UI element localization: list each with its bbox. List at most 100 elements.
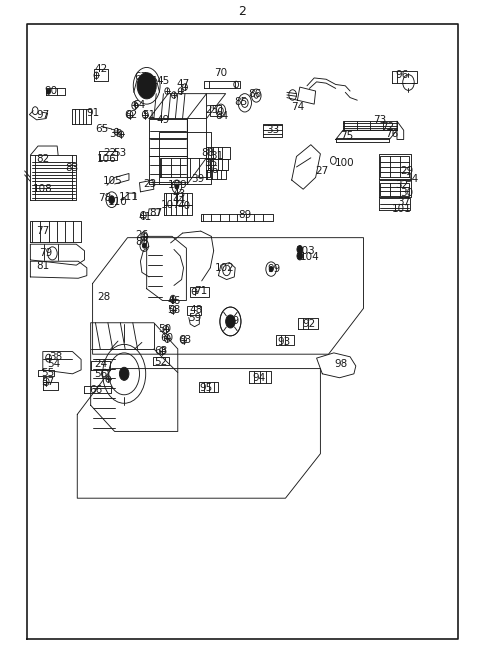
- Text: 77: 77: [36, 226, 49, 236]
- Text: 45: 45: [157, 75, 170, 85]
- Text: 106: 106: [97, 154, 117, 164]
- Text: 20: 20: [140, 83, 153, 92]
- Text: 46: 46: [168, 295, 180, 306]
- Text: 59: 59: [188, 312, 201, 323]
- Text: 84: 84: [215, 111, 228, 121]
- Text: 58: 58: [168, 304, 180, 315]
- Text: 71: 71: [194, 286, 207, 297]
- Text: 108: 108: [33, 184, 53, 194]
- Text: 24: 24: [95, 359, 108, 369]
- Text: 103: 103: [296, 246, 316, 256]
- Text: 48: 48: [189, 304, 203, 315]
- Text: 75: 75: [340, 131, 353, 141]
- Text: 26: 26: [135, 230, 148, 240]
- Text: 55: 55: [41, 367, 54, 377]
- Text: 65: 65: [96, 124, 109, 134]
- Text: 33: 33: [266, 125, 279, 135]
- Text: 53: 53: [113, 148, 126, 157]
- Text: 47: 47: [176, 79, 189, 89]
- Circle shape: [297, 245, 303, 253]
- Text: 67: 67: [134, 72, 147, 82]
- Text: 92: 92: [303, 319, 316, 329]
- Circle shape: [137, 73, 156, 99]
- Text: 43: 43: [172, 190, 185, 199]
- Text: 81: 81: [36, 262, 49, 272]
- Text: 102: 102: [215, 263, 235, 273]
- Text: 64: 64: [132, 100, 145, 110]
- Text: 73: 73: [373, 115, 386, 125]
- Text: 62: 62: [124, 110, 137, 119]
- Text: 63: 63: [179, 335, 192, 345]
- Text: 83: 83: [65, 163, 78, 173]
- Text: 56: 56: [95, 369, 108, 379]
- Text: 105: 105: [103, 176, 123, 186]
- Bar: [380, 157, 409, 177]
- Text: 104: 104: [300, 253, 319, 262]
- Text: 110: 110: [108, 197, 127, 207]
- Text: 97: 97: [36, 110, 49, 119]
- Text: 60: 60: [161, 333, 174, 343]
- Bar: [210, 106, 221, 116]
- Text: 72: 72: [381, 122, 394, 132]
- Bar: [190, 287, 209, 297]
- Text: 68: 68: [155, 346, 168, 356]
- Text: 101: 101: [392, 204, 412, 214]
- Text: 39: 39: [191, 174, 204, 184]
- Text: 37: 37: [397, 197, 410, 207]
- Text: 28: 28: [97, 291, 110, 302]
- Text: 25: 25: [205, 105, 219, 115]
- Text: 76: 76: [385, 129, 399, 139]
- Text: 61: 61: [145, 76, 158, 86]
- Text: 74: 74: [291, 102, 304, 112]
- Circle shape: [226, 315, 235, 328]
- Text: 99: 99: [268, 264, 281, 274]
- Bar: [187, 306, 201, 315]
- Text: 96: 96: [395, 70, 408, 80]
- Text: 50: 50: [158, 324, 171, 335]
- Text: 27: 27: [316, 166, 329, 176]
- Text: 78: 78: [98, 194, 112, 203]
- Text: 38: 38: [109, 129, 122, 138]
- Circle shape: [47, 89, 50, 94]
- Text: 54: 54: [48, 359, 61, 369]
- Text: 70: 70: [214, 68, 228, 78]
- Circle shape: [143, 243, 146, 248]
- Text: 40: 40: [177, 201, 190, 211]
- Circle shape: [297, 252, 303, 260]
- Text: 86: 86: [249, 89, 262, 98]
- Text: 38: 38: [49, 352, 62, 362]
- Text: 100: 100: [335, 158, 354, 168]
- Text: 2: 2: [239, 5, 246, 18]
- Text: 41: 41: [139, 212, 152, 222]
- Text: 34: 34: [405, 174, 418, 184]
- Text: 29: 29: [400, 166, 413, 176]
- Text: 95: 95: [200, 383, 213, 393]
- Bar: [380, 182, 409, 195]
- Circle shape: [269, 266, 273, 272]
- Text: 94: 94: [252, 373, 266, 382]
- Circle shape: [120, 367, 129, 380]
- Text: 35: 35: [204, 158, 217, 168]
- Text: 32: 32: [395, 180, 408, 190]
- Text: 85: 85: [234, 97, 248, 107]
- Text: 107: 107: [161, 200, 180, 210]
- Text: 57: 57: [41, 377, 54, 386]
- Text: 87: 87: [150, 208, 163, 218]
- Text: 89: 89: [238, 211, 252, 220]
- Text: 30: 30: [400, 188, 413, 198]
- Text: 98: 98: [335, 359, 348, 369]
- Text: 31: 31: [210, 152, 224, 161]
- Circle shape: [109, 195, 115, 203]
- Text: 23: 23: [144, 179, 156, 189]
- Text: 111: 111: [119, 192, 139, 202]
- Text: 36: 36: [204, 165, 218, 174]
- Text: 90: 90: [44, 86, 58, 96]
- Text: 91: 91: [86, 108, 99, 118]
- Text: 109: 109: [168, 180, 188, 190]
- Text: 79: 79: [39, 249, 53, 258]
- Text: 49: 49: [157, 115, 170, 125]
- Text: 82: 82: [36, 154, 49, 164]
- Text: 69: 69: [226, 316, 240, 327]
- Text: 22: 22: [103, 148, 117, 157]
- Text: 44: 44: [172, 195, 185, 205]
